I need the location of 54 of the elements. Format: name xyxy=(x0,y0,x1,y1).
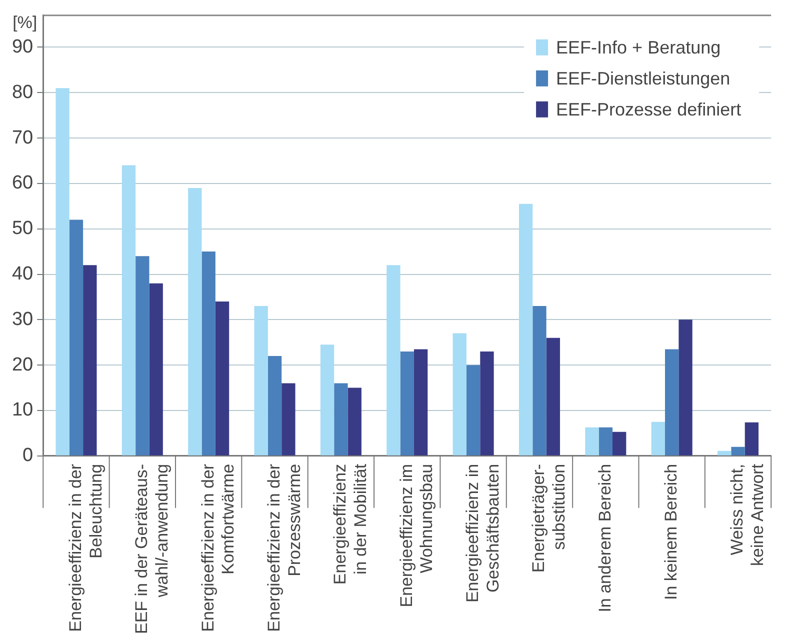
bar xyxy=(334,383,348,456)
y-tick-label: 90 xyxy=(12,36,34,58)
x-tick-label: Energieeffizienz in der Mobilität xyxy=(330,464,370,585)
x-tick-label: In anderem Bereich xyxy=(595,464,614,612)
bar xyxy=(532,306,546,456)
bar xyxy=(678,320,692,456)
y-tick-label: 0 xyxy=(22,445,34,466)
x-tick-label: In keinem Bereich xyxy=(662,464,681,600)
y-tick-label: 10 xyxy=(12,400,34,421)
bar xyxy=(83,265,97,456)
x-tick-label: EEF in der Geräteaus- wahl/-anwendung xyxy=(132,464,172,634)
y-tick-label: 30 xyxy=(12,308,34,330)
legend-label: EEF-Info + Beratung xyxy=(556,37,721,58)
x-tick-label: Energieeffizienz in der Beleuchtung xyxy=(66,464,106,632)
bar xyxy=(651,422,665,456)
bar xyxy=(452,333,466,456)
bar xyxy=(414,349,428,456)
bar xyxy=(744,422,759,456)
bar xyxy=(149,283,163,456)
bar xyxy=(731,446,745,456)
bar xyxy=(136,256,150,456)
bar xyxy=(202,252,216,456)
bar xyxy=(598,427,612,456)
y-axis-title: [%] xyxy=(12,13,38,32)
bar xyxy=(69,220,84,456)
y-tick-label: 50 xyxy=(12,218,34,240)
bar xyxy=(188,188,202,456)
y-tick-label: 80 xyxy=(12,82,34,103)
x-tick-label: Energieträger- substitution xyxy=(529,464,569,573)
y-tick-label: 40 xyxy=(12,264,34,284)
bar xyxy=(480,351,494,456)
bar xyxy=(518,204,533,456)
bar xyxy=(386,265,400,456)
bar xyxy=(348,388,362,456)
bar xyxy=(56,88,70,456)
bar xyxy=(282,383,296,456)
y-tick-label: 70 xyxy=(12,127,34,148)
bar xyxy=(268,356,282,456)
bar xyxy=(400,351,414,456)
bar xyxy=(466,365,480,456)
bar xyxy=(122,165,136,456)
bar xyxy=(585,427,599,456)
y-tick-label: 20 xyxy=(12,354,34,376)
legend-label: EEF-Dienstleistungen xyxy=(556,68,730,88)
bar xyxy=(254,306,268,456)
x-tick-label: Weiss nicht, keine Antwort xyxy=(728,464,768,566)
bar xyxy=(612,432,626,456)
y-tick-label: 60 xyxy=(12,172,34,194)
legend-label: EEF-Prozesse definiert xyxy=(556,99,742,120)
bar xyxy=(215,302,230,456)
bar xyxy=(665,349,679,456)
bar xyxy=(320,344,334,456)
bar xyxy=(718,450,732,456)
bar xyxy=(546,338,560,456)
